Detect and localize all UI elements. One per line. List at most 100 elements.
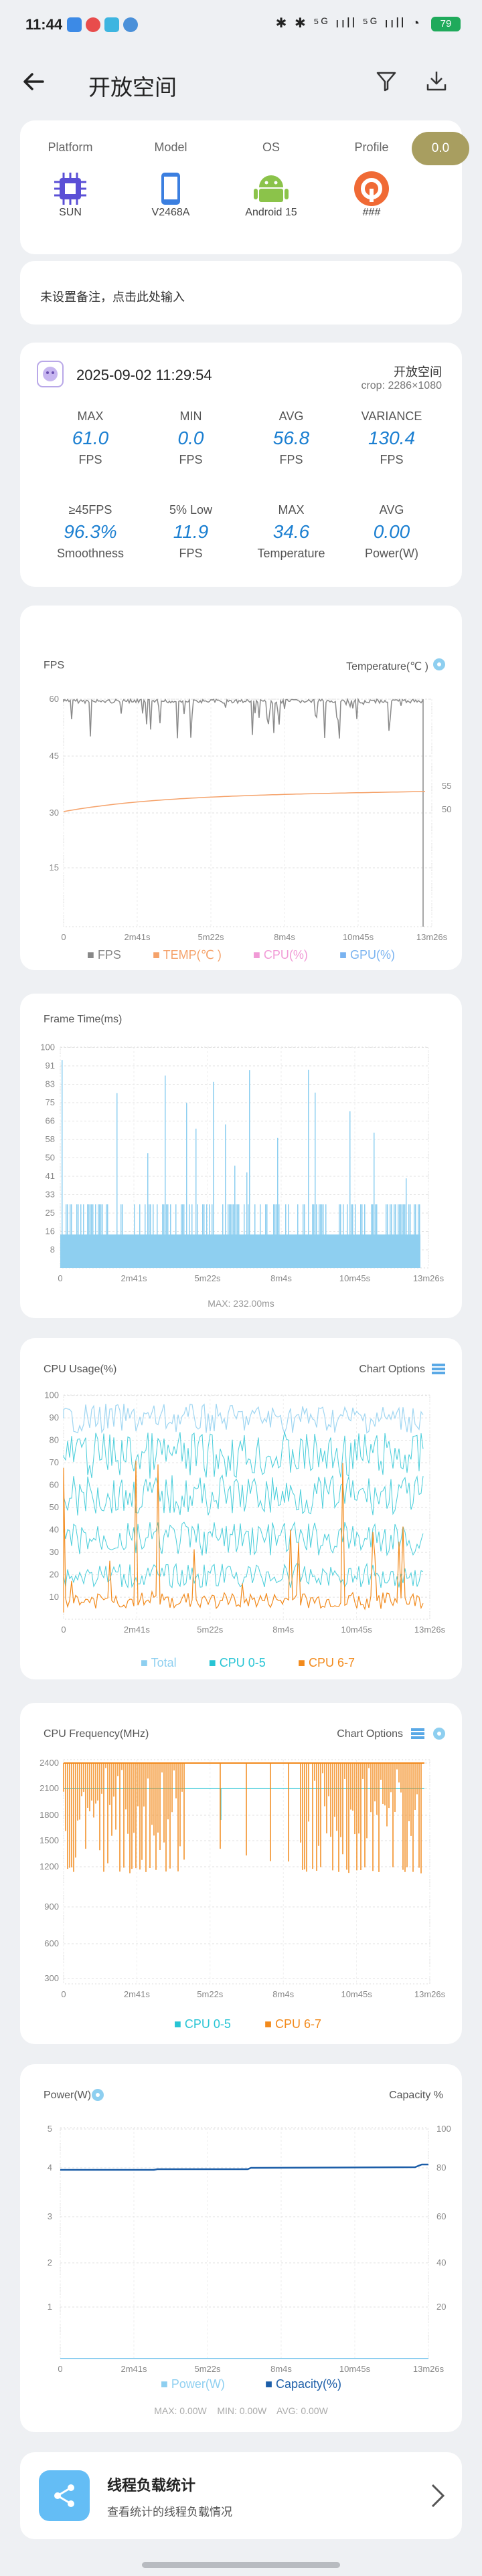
y-tick-label: 30 [50, 1547, 59, 1557]
back-button[interactable] [20, 68, 47, 98]
legend-temp[interactable]: ■ TEMP(℃ ) [153, 948, 222, 961]
frametime-bar [319, 1204, 320, 1234]
frametime-bar [278, 1204, 280, 1234]
frametime-bar [313, 1204, 315, 1234]
frametime-bar [352, 1204, 353, 1234]
x-tick-label: 13m26s [413, 2364, 445, 2374]
legend-freq-cpu6-7[interactable]: ■ CPU 6-7 [264, 2017, 321, 2031]
phone-icon [161, 173, 180, 205]
frametime-bar [351, 1204, 352, 1234]
chart-options-label[interactable]: Chart Options [359, 1364, 425, 1375]
frametime-bar [99, 1204, 100, 1234]
x-tick-label: 5m22s [197, 1989, 224, 1999]
y-tick-label: 2400 [39, 1758, 59, 1768]
frametime-bar [276, 1204, 277, 1234]
signal-icons: ✱ ✱ ⁵ᴳ ııll ⁵ᴳ ııll ◔ [275, 16, 422, 31]
session-datetime: 2025-09-02 11:29:54 [76, 367, 212, 383]
y-tick-label-right: 80 [436, 2163, 446, 2173]
home-indicator [142, 2562, 340, 2568]
x-tick-label: 8m4s [270, 2364, 292, 2374]
legend-fps[interactable]: ■ FPS [87, 948, 121, 961]
device-model: Model V2468A [120, 141, 221, 219]
power-footer: MAX: 0.00W MIN: 0.00W AVG: 0.00W [154, 2405, 328, 2416]
y-tick-label: 10 [50, 1592, 59, 1602]
legend-power[interactable]: ■ Power(W) [161, 2377, 225, 2391]
app-notification-icon-3 [123, 17, 138, 32]
frametime-bar [71, 1204, 72, 1234]
frametime-bar [360, 1204, 362, 1234]
x-tick-label: 0 [61, 1989, 66, 1999]
location-icon [86, 17, 100, 32]
chart-options-label-2[interactable]: Chart Options [337, 1728, 403, 1740]
frametime-spike [406, 1178, 407, 1234]
settings-icon[interactable] [432, 658, 446, 671]
y-tick-label: 1 [48, 2302, 52, 2312]
y-tick-label: 2100 [39, 1783, 59, 1793]
legend-freq-cpu0-5[interactable]: ■ CPU 0-5 [174, 2017, 231, 2031]
y-tick-label-right: 55 [442, 781, 451, 791]
x-tick-label: 5m22s [197, 1625, 224, 1635]
session-app-name: 开放空间 [394, 365, 442, 379]
profile-label: Profile [354, 141, 389, 154]
frametime-bar [206, 1204, 208, 1234]
power-legend: ■ Power(W) ■ Capacity(%) [161, 2377, 341, 2391]
y-tick-label: 1200 [39, 1861, 59, 1871]
stat-smoothness: ≥45FPS 96.3% Smoothness [56, 503, 125, 560]
cpu-6-7-series [63, 1461, 424, 1613]
x-tick-label: 5m22s [194, 1273, 221, 1283]
settings-icon-3[interactable] [91, 2088, 104, 2102]
frametime-bar [419, 1204, 420, 1234]
frametime-bar [304, 1204, 305, 1234]
legend-cpu6-7[interactable]: ■ CPU 6-7 [298, 1656, 355, 1669]
x-tick-label: 8m4s [272, 1989, 294, 1999]
y-tick-label: 30 [50, 808, 59, 818]
legend-capacity[interactable]: ■ Capacity(%) [265, 2377, 341, 2391]
power-chart: 0 2m41s 5m22s 8m4s 10m45s 13m26s 5 4 3 2 1 100 80 60 4… [48, 2124, 451, 2374]
cpu-freq-chart: 0 2m41s 5m22s 8m4s 10m45s 13m26s 2400 2100 1800 1… [39, 1758, 446, 1999]
frametime-bar [312, 1204, 313, 1234]
y-tick-label: 1800 [39, 1810, 59, 1820]
y-tick-label-right: 50 [442, 804, 451, 814]
legend-gpu[interactable]: ■ GPU(%) [339, 948, 395, 961]
frametime-bar [343, 1204, 344, 1234]
x-tick-label: 8m4s [272, 1625, 294, 1635]
legend-cpu[interactable]: ■ CPU(%) [253, 948, 308, 961]
y-tick-label-right: 40 [436, 2258, 446, 2268]
plot-frame [63, 1394, 430, 1620]
filter-button[interactable] [375, 70, 398, 96]
frametime-bar [139, 1204, 141, 1234]
y-tick-label-right: 20 [436, 2302, 446, 2312]
download-button[interactable] [425, 70, 448, 96]
list-icon-2[interactable] [410, 1727, 425, 1740]
remark-text: 未设置备注，点击此处输入 [40, 290, 185, 304]
frametime-spike [116, 1093, 118, 1234]
stat-max-fps: MAX 61.0 FPS [72, 409, 109, 466]
cpu-freq-legend: ■ CPU 0-5 ■ CPU 6-7 [174, 2017, 321, 2031]
legend-cpu0-5[interactable]: ■ CPU 0-5 [208, 1656, 266, 1669]
frametime-bar [107, 1204, 108, 1234]
remark-card[interactable]: 未设置备注，点击此处输入 [20, 261, 462, 325]
cpu-usage-series-3 [63, 1521, 424, 1556]
profile-badge[interactable]: 0.0 [412, 132, 469, 165]
frametime-bar [183, 1204, 185, 1234]
x-tick-label: 2m41s [124, 1989, 151, 1999]
frametime-bar [375, 1204, 376, 1234]
frametime-spike [62, 1060, 63, 1234]
frametime-bar [316, 1204, 317, 1234]
y-tick-label: 60 [50, 1480, 59, 1490]
settings-icon-2[interactable] [432, 1727, 446, 1740]
frametime-bar [230, 1204, 232, 1234]
frametime-bar [266, 1204, 268, 1234]
frametime-max: MAX: 232.00ms [208, 1298, 274, 1309]
frametime-bar [347, 1204, 348, 1234]
frametime-bar [238, 1204, 240, 1234]
frametime-bar [323, 1204, 324, 1234]
x-tick-label: 2m41s [120, 1273, 147, 1283]
frametime-spike [234, 1166, 236, 1234]
thread-load-card[interactable]: 线程负载统计 查看统计的线程负载情况 [20, 2452, 462, 2539]
legend-total[interactable]: ■ Total [141, 1656, 177, 1669]
plot-frame [63, 699, 432, 927]
y-tick-label: 16 [46, 1226, 55, 1236]
list-icon[interactable] [431, 1362, 446, 1376]
frametime-bar [228, 1204, 229, 1234]
